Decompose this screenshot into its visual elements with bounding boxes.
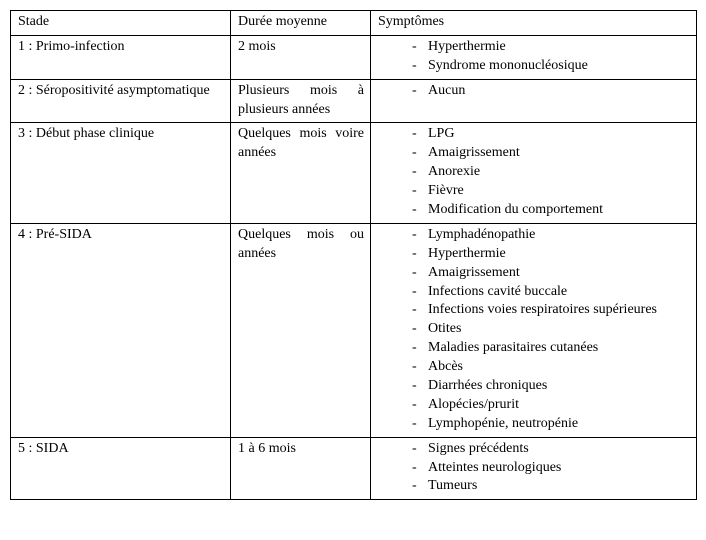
symptom-item: Abcès — [412, 358, 690, 377]
cell-symptoms: Signes précédentsAtteintes neurologiques… — [371, 437, 697, 500]
symptom-item: Diarrhées chroniques — [412, 377, 690, 396]
symptom-list: Aucun — [378, 82, 690, 101]
symptom-item: Lymphopénie, neutropénie — [412, 415, 690, 434]
table-row: 3 : Début phase cliniqueQuelques mois vo… — [11, 123, 697, 223]
symptom-item: Hyperthermie — [412, 38, 690, 57]
cell-stage: 1 : Primo-infection — [11, 35, 231, 79]
symptom-item: Alopécies/prurit — [412, 396, 690, 415]
cell-symptoms: LPGAmaigrissementAnorexieFièvreModificat… — [371, 123, 697, 223]
cell-duration: Quelques mois ou années — [231, 223, 371, 437]
table-row: 4 : Pré-SIDAQuelques mois ou annéesLymph… — [11, 223, 697, 437]
symptom-item: Lymphadénopathie — [412, 226, 690, 245]
cell-duration: 2 mois — [231, 35, 371, 79]
cell-stage: 5 : SIDA — [11, 437, 231, 500]
stages-table: Stade Durée moyenne Symptômes 1 : Primo-… — [10, 10, 697, 500]
symptom-item: Otites — [412, 320, 690, 339]
table-header-row: Stade Durée moyenne Symptômes — [11, 11, 697, 36]
header-duration: Durée moyenne — [231, 11, 371, 36]
symptom-item: Infections voies respiratoires supérieur… — [412, 301, 690, 320]
symptom-item: Fièvre — [412, 182, 690, 201]
table-row: 5 : SIDA1 à 6 moisSignes précédentsAttei… — [11, 437, 697, 500]
header-stage: Stade — [11, 11, 231, 36]
cell-duration: 1 à 6 mois — [231, 437, 371, 500]
symptom-list: LymphadénopathieHyperthermieAmaigrisseme… — [378, 226, 690, 434]
symptom-item: Syndrome mononucléosique — [412, 57, 690, 76]
cell-duration: Plusieurs mois à plusieurs années — [231, 79, 371, 123]
symptom-item: Amaigrissement — [412, 264, 690, 283]
symptom-item: Maladies parasitaires cutanées — [412, 339, 690, 358]
symptom-list: LPGAmaigrissementAnorexieFièvreModificat… — [378, 125, 690, 219]
symptom-item: Hyperthermie — [412, 245, 690, 264]
cell-symptoms: Aucun — [371, 79, 697, 123]
symptom-list: HyperthermieSyndrome mononucléosique — [378, 38, 690, 76]
cell-stage: 3 : Début phase clinique — [11, 123, 231, 223]
cell-stage: 2 : Séropositivité asymptomatique — [11, 79, 231, 123]
symptom-item: Aucun — [412, 82, 690, 101]
cell-symptoms: HyperthermieSyndrome mononucléosique — [371, 35, 697, 79]
symptom-item: Anorexie — [412, 163, 690, 182]
symptom-item: Tumeurs — [412, 477, 690, 496]
cell-stage: 4 : Pré-SIDA — [11, 223, 231, 437]
symptom-item: LPG — [412, 125, 690, 144]
symptom-item: Signes précédents — [412, 440, 690, 459]
cell-symptoms: LymphadénopathieHyperthermieAmaigrisseme… — [371, 223, 697, 437]
symptom-item: Modification du comportement — [412, 201, 690, 220]
symptom-item: Infections cavité buccale — [412, 283, 690, 302]
cell-duration: Quelques mois voire années — [231, 123, 371, 223]
symptom-list: Signes précédentsAtteintes neurologiques… — [378, 440, 690, 497]
symptom-item: Amaigrissement — [412, 144, 690, 163]
table-row: 1 : Primo-infection2 moisHyperthermieSyn… — [11, 35, 697, 79]
symptom-item: Atteintes neurologiques — [412, 459, 690, 478]
header-symptoms: Symptômes — [371, 11, 697, 36]
table-row: 2 : Séropositivité asymptomatiquePlusieu… — [11, 79, 697, 123]
